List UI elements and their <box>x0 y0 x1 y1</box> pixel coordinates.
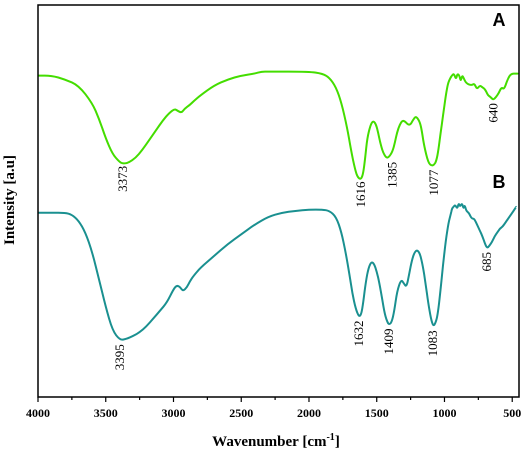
peak-label: 3395 <box>112 344 127 370</box>
axis-layer: 4000 3500 3000 2500 2000 1500 1000 500 <box>26 4 521 420</box>
x-axis-title: Wavenumber [cm-1] <box>212 432 340 450</box>
plot-frame <box>37 4 520 398</box>
peak-label: 3373 <box>115 166 130 192</box>
x-axis-title-end: ] <box>335 434 340 450</box>
x-tick-label: 4000 <box>26 406 50 420</box>
series-layer <box>37 70 519 341</box>
x-tick-label: 2500 <box>229 406 253 420</box>
peak-label: 1385 <box>384 162 399 188</box>
peak-label: 1083 <box>425 330 440 356</box>
y-axis-title: Intensity [a.u] <box>2 155 18 245</box>
peak-label: 1632 <box>351 321 366 347</box>
annotation-layer: 3373 1616 1385 1077 640 3395 1632 1409 1083 685 <box>112 103 500 370</box>
x-tick-label: 500 <box>503 406 521 420</box>
peak-label: 685 <box>479 252 494 272</box>
x-tick-label: 2000 <box>297 406 321 420</box>
peak-label: 1077 <box>426 169 441 196</box>
x-axis-title-sup: -1 <box>326 432 334 443</box>
x-tick-label: 1500 <box>365 406 389 420</box>
peak-label: 640 <box>485 103 500 123</box>
x-tick-label: 3000 <box>161 406 185 420</box>
peak-label: 1616 <box>353 181 368 208</box>
x-tick-label: 3500 <box>94 406 118 420</box>
x-tick-label: 1000 <box>432 406 456 420</box>
series-label-a: A <box>493 10 506 30</box>
series-line-a <box>37 70 519 180</box>
series-label-b: B <box>493 172 506 192</box>
peak-label: 1409 <box>381 329 396 355</box>
series-line-b <box>37 203 518 341</box>
x-axis-title-main: Wavenumber [cm <box>212 434 327 450</box>
